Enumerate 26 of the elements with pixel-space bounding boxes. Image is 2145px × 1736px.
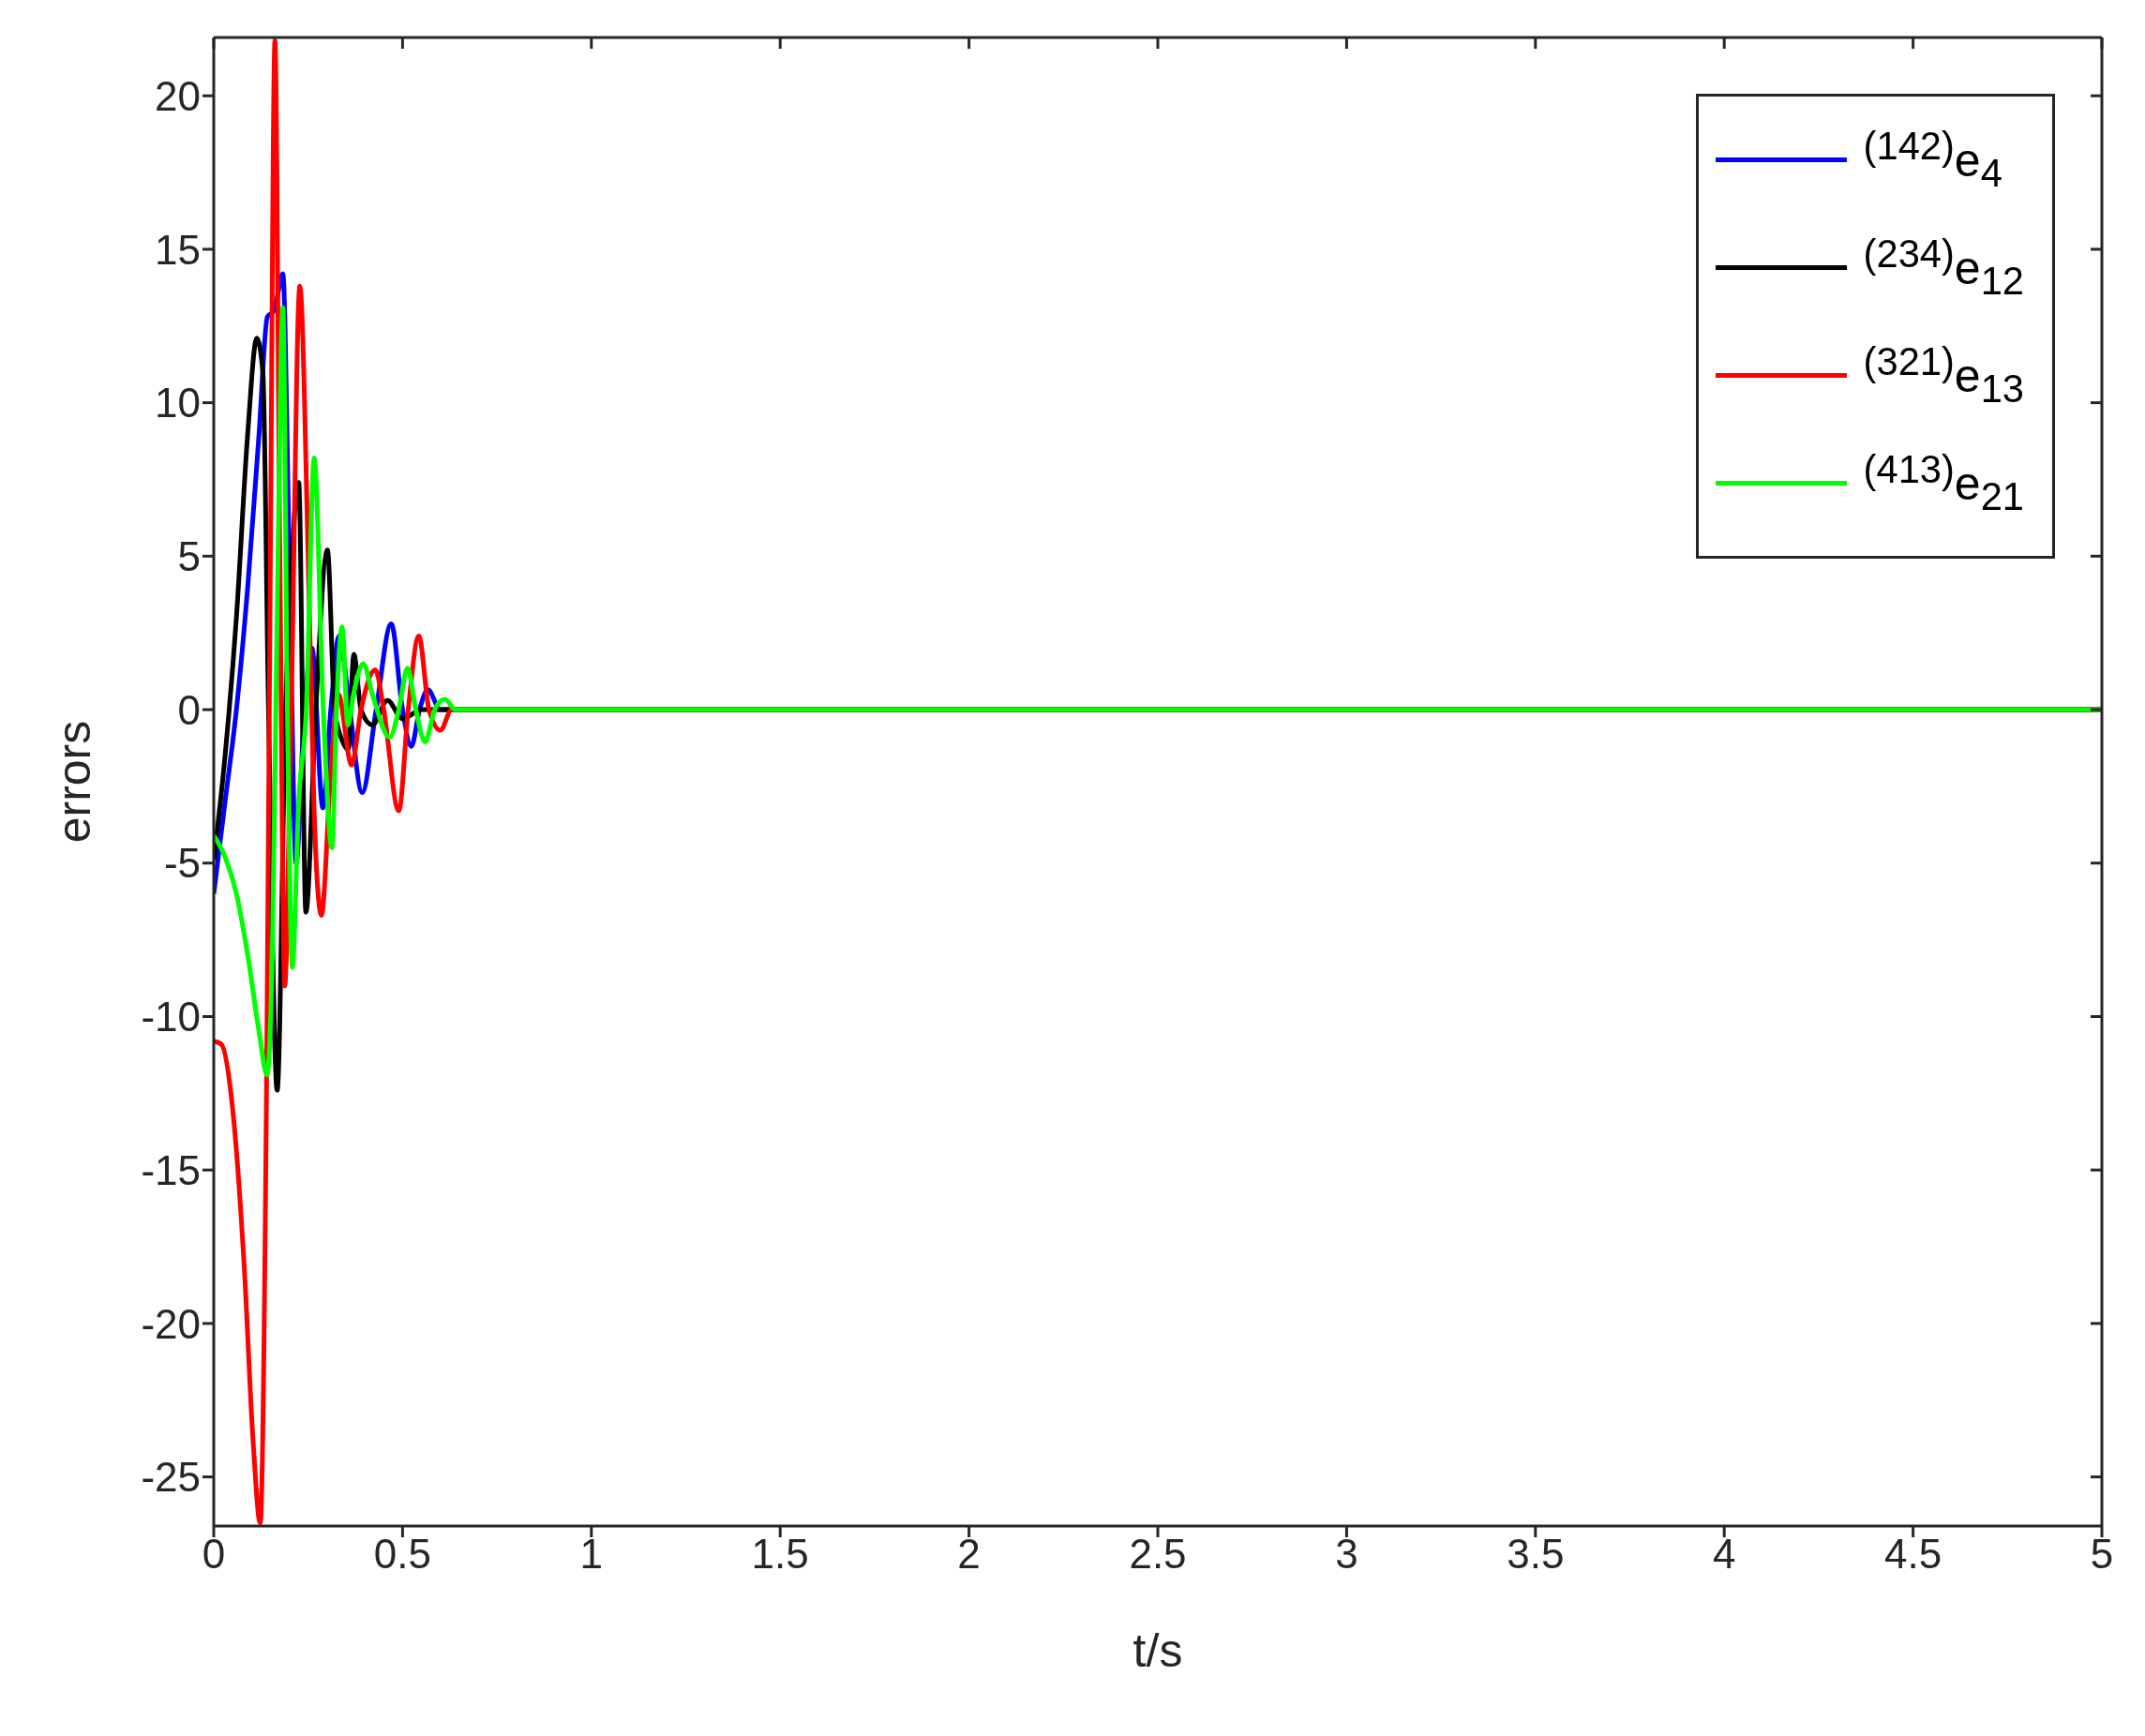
y-tick-label: -15: [141, 1146, 201, 1193]
y-tick-label: -25: [141, 1454, 201, 1501]
x-axis-title: t/s: [1132, 1624, 1183, 1677]
x-tick-label: 2.5: [1129, 1531, 1187, 1578]
x-tick-label: 3.5: [1507, 1531, 1565, 1578]
y-tick-label: -5: [163, 840, 201, 887]
y-tick-label: 5: [177, 532, 201, 579]
legend-label: $^{(142)}$e$_{4}$: [1863, 124, 2002, 195]
x-tick-label: 1: [579, 1531, 604, 1578]
x-tick-label: 3: [1335, 1531, 1358, 1578]
x-tick-label: 4.5: [1884, 1531, 1942, 1578]
y-axis-title: errors: [47, 720, 100, 844]
y-tick-label: 10: [155, 380, 201, 427]
legend-label: $^{(321)}$e$_{13}$: [1863, 339, 2024, 411]
x-tick-label: 2: [957, 1531, 981, 1578]
y-tick-label: 20: [155, 72, 201, 119]
y-tick-label: 0: [177, 686, 201, 733]
y-tick-label: -20: [141, 1300, 201, 1347]
y-tick-label: -10: [141, 994, 201, 1040]
x-tick-label: 4: [1712, 1531, 1736, 1578]
legend-label: $^{(413)}$e$_{21}$: [1863, 447, 2024, 518]
y-tick-label: 15: [155, 226, 201, 273]
legend-label: $^{(234)}$e$_{12}$: [1863, 232, 2024, 303]
x-tick-label: 5: [2090, 1531, 2114, 1578]
x-tick-label: 1.5: [751, 1531, 809, 1578]
x-tick-label: 0.5: [373, 1531, 431, 1578]
